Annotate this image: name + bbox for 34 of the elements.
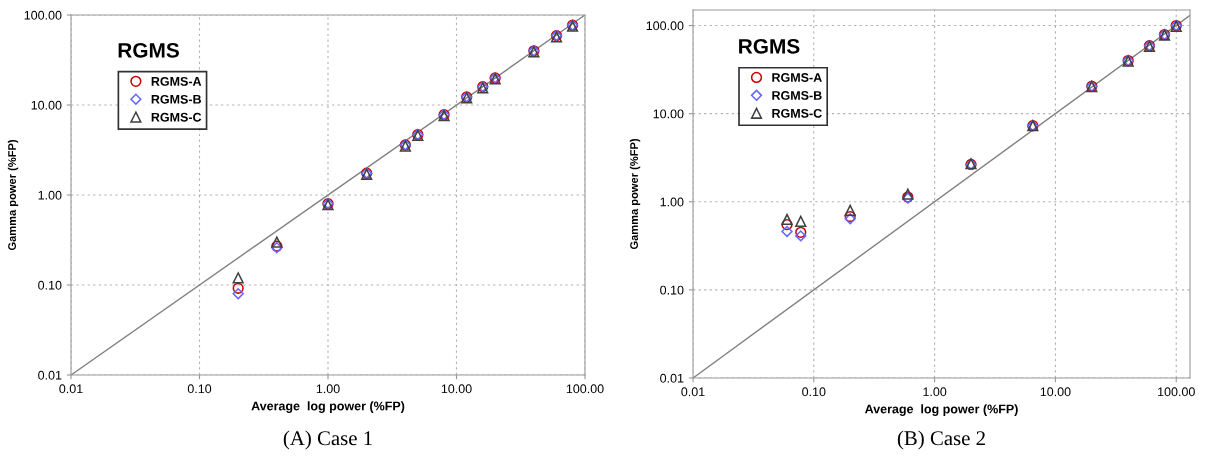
legend-label: RGMS-A [151,76,202,86]
y-tick-label: 10.00 [31,100,62,110]
legend-label: RGMS-B [772,91,822,100]
y-tick-label: 1.00 [38,190,62,200]
text: (A) Case 1 [283,430,372,450]
text: RGMS [739,38,800,54]
x-tick-label: 100.00 [1158,387,1195,397]
y-tick-label: 100.00 [646,21,684,31]
x-axis-title: Average log power (%FP) [864,404,1018,416]
x-axis-title: Average log power (%FP) [251,401,405,413]
y-tick-label: 0.10 [660,285,684,295]
x-tick-label: 10.00 [1040,387,1071,397]
text: (B) Case 2 [897,430,985,450]
legend-label: RGMS-C [151,112,202,122]
y-tick-label: 0.01 [38,370,62,380]
x-tick-label: 0.01 [681,387,705,397]
x-tick-label: 10.00 [441,384,472,394]
x-tick-label: 0.10 [187,384,212,394]
x-tick-label: 0.01 [59,384,83,394]
y-axis-title: Gamma power (%FP) [629,138,641,250]
legend-label: RGMS-C [772,108,822,118]
text: RGMS [118,42,179,58]
x-tick-label: 1.00 [923,387,947,397]
x-tick-label: 100.00 [566,384,604,394]
y-tick-label: 10.00 [653,109,684,119]
legend-label: RGMS-A [772,73,822,82]
y-tick-label: 1.00 [660,197,684,207]
x-tick-label: 1.00 [316,384,340,394]
y-tick-label: 0.01 [660,373,684,383]
y-tick-label: 100.00 [24,10,62,20]
x-tick-label: 0.10 [802,387,826,397]
y-axis-title: Gamma power (%FP) [7,139,19,251]
legend-label: RGMS-B [151,94,201,104]
y-tick-label: 0.10 [38,280,62,290]
